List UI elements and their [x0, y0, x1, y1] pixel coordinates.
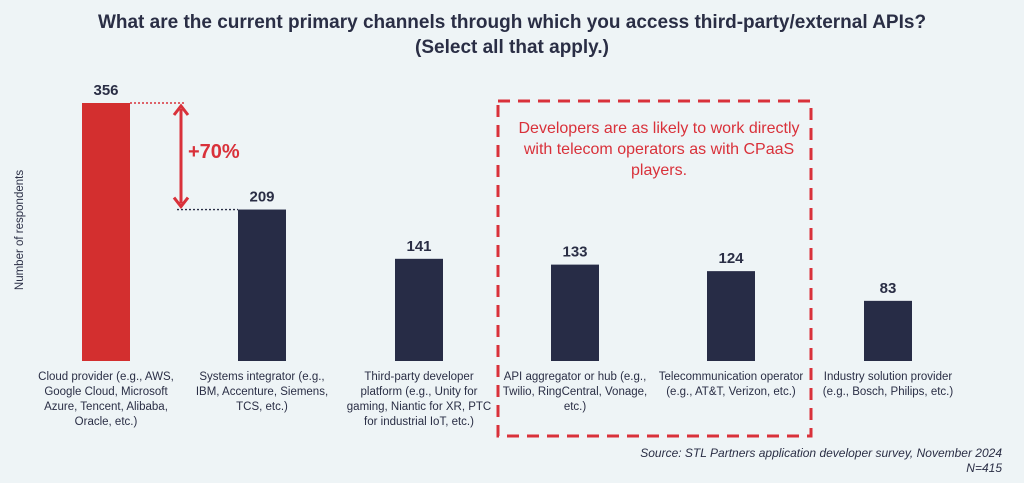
category-label-3-line-4: for industrial IoT, etc.) [364, 416, 474, 428]
percent-difference-annotation: +70% [188, 141, 240, 163]
sample-size: N=415 [966, 461, 1002, 475]
category-label-4-line-3: etc.) [563, 401, 587, 413]
bar-5 [707, 271, 755, 361]
chart-title-line-1: What are the current primary channels th… [97, 12, 927, 33]
category-label-3-line-3: gaming, Niantic for XR, PTC [346, 401, 492, 413]
category-label-1-line-2: Google Cloud, Microsoft [44, 386, 168, 398]
category-label-4: API aggregator or hub (e.g., Twilio, Ring… [500, 370, 650, 415]
category-label-1-line-3: Azure, Tencent, Alibaba, [44, 401, 168, 413]
source-note: Source: STL Partners application develop… [640, 446, 1002, 476]
arrow-head-down [172, 196, 190, 209]
callout-line-3: players. [630, 162, 688, 179]
bar-6 [864, 300, 912, 361]
category-label-6-line-2: (e.g., Bosch, Philips, etc.) [822, 386, 954, 398]
category-label-5: Telecommunication operator (e.g., AT&T, V… [656, 370, 806, 400]
category-label-4-line-1: API aggregator or hub (e.g., [503, 371, 647, 383]
callout-text: Developers are as likely to work directl… [500, 118, 818, 181]
category-label-1-line-1: Cloud provider (e.g., AWS, [38, 371, 174, 383]
bar-1 [82, 103, 130, 361]
annotation-marks [130, 99, 813, 438]
data-label-1: 356 [93, 82, 118, 99]
bar-2 [238, 209, 286, 361]
category-label-2: Systems integrator (e.g., IBM, Accenture,… [187, 370, 337, 415]
chart-title-line-2: (Select all that apply.) [415, 37, 609, 58]
bar-4 [551, 264, 599, 361]
category-label-1-line-4: Oracle, etc.) [74, 416, 138, 428]
data-label-4: 133 [562, 244, 587, 261]
category-label-1: Cloud provider (e.g., AWS, Google Cloud, … [31, 370, 181, 430]
arrow-head-up [172, 103, 190, 116]
category-label-3: Third-party developer platform (e.g., Uni… [344, 370, 494, 430]
category-label-2-line-3: TCS, etc.) [236, 401, 288, 413]
highlight-box [496, 99, 813, 438]
callout-line-2: with telecom operators as with CPaaS [523, 141, 795, 158]
bars-group: 356 209 141 133 124 83 [82, 82, 912, 361]
data-label-3: 141 [406, 238, 431, 255]
category-label-5-line-2: (e.g., AT&T, Verizon, etc.) [666, 386, 796, 398]
category-label-5-line-1: Telecommunication operator [658, 371, 804, 383]
data-label-5: 124 [718, 250, 744, 267]
category-label-3-line-1: Third-party developer [364, 371, 474, 383]
bar-3 [395, 258, 443, 361]
category-label-2-line-2: IBM, Accenture, Siemens, [195, 386, 329, 398]
category-label-3-line-2: platform (e.g., Unity for [360, 386, 478, 398]
category-label-2-line-1: Systems integrator (e.g., [199, 371, 325, 383]
category-label-6: Industry solution provider (e.g., Bosch, … [813, 370, 963, 400]
category-label-6-line-1: Industry solution provider [823, 371, 953, 383]
chart-title: What are the current primary channels th… [0, 10, 1024, 60]
callout-line-1: Developers are as likely to work directl… [518, 120, 800, 137]
category-label-4-line-2: Twilio, RingCentral, Vonage, [502, 386, 648, 398]
data-label-6: 83 [880, 280, 897, 297]
source-text: Source: STL Partners application develop… [640, 446, 1002, 460]
data-label-2: 209 [249, 189, 274, 206]
